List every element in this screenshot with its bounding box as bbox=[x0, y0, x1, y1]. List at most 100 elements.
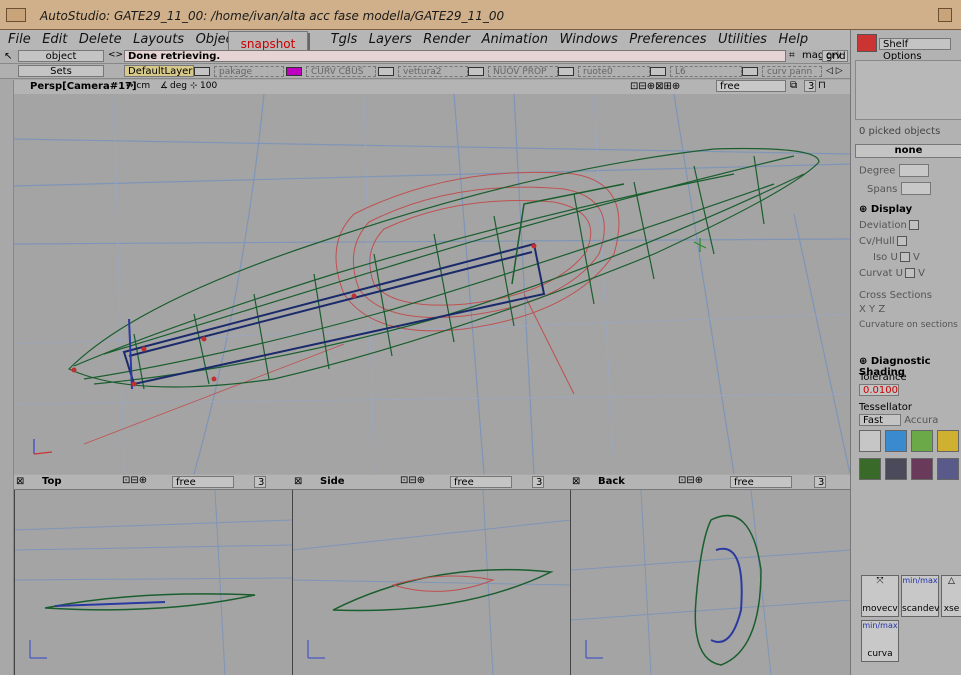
viewport-count[interactable]: 3 bbox=[804, 80, 816, 92]
pane-close-icon[interactable]: ⊠ bbox=[294, 476, 303, 487]
minimize-button[interactable] bbox=[938, 8, 952, 22]
pane-tools-icon[interactable]: ⊡⊟⊕ bbox=[678, 475, 704, 486]
layer-swatch[interactable] bbox=[650, 67, 666, 76]
pane-header-side: ⊠ Side ⊡⊟⊕ free 3 bbox=[292, 475, 570, 490]
sets-button[interactable]: Sets bbox=[18, 65, 104, 77]
mag-icon[interactable]: ⌗ bbox=[789, 50, 795, 61]
menu-utilities[interactable]: Utilities bbox=[718, 32, 767, 47]
maximize-icon[interactable]: ⊓ bbox=[818, 80, 826, 91]
layer-curv-cbus[interactable]: CURV CBUS bbox=[306, 66, 376, 77]
grid-button[interactable]: grid bbox=[822, 50, 848, 62]
layer-swatch[interactable] bbox=[558, 67, 574, 76]
menu-edit[interactable]: Edit bbox=[42, 32, 68, 47]
diag-expand-icon[interactable]: ⊕ bbox=[859, 356, 868, 367]
layer-scroll[interactable]: ◁ ▷ bbox=[826, 66, 843, 76]
curvature-sections-label: Curvature on sections bbox=[859, 320, 958, 330]
viewport-layout-icon[interactable]: ⧉ bbox=[790, 80, 798, 91]
layer-swatch[interactable] bbox=[194, 67, 210, 76]
shade-stripe-icon[interactable] bbox=[885, 458, 907, 480]
menu-layers[interactable]: Layers bbox=[368, 32, 412, 47]
shelf-icon[interactable] bbox=[857, 34, 877, 52]
scandev-tool[interactable]: min/max scandev bbox=[901, 575, 939, 617]
menu-render[interactable]: Render bbox=[423, 32, 471, 47]
camera-mode[interactable]: free bbox=[716, 80, 786, 92]
mag-button[interactable]: mag bbox=[802, 50, 825, 61]
iso-u-toggle[interactable] bbox=[899, 252, 910, 262]
pane-tools-icon[interactable]: ⊡⊟⊕ bbox=[400, 475, 426, 486]
shade-extra-icon[interactable] bbox=[937, 458, 959, 480]
shade-star-icon[interactable] bbox=[859, 458, 881, 480]
menu-animation[interactable]: Animation bbox=[481, 32, 548, 47]
layer-swatch[interactable] bbox=[468, 67, 484, 76]
pane-title: Back bbox=[598, 476, 625, 487]
pane-count[interactable]: 3 bbox=[254, 476, 266, 488]
perspective-viewport[interactable] bbox=[14, 94, 850, 474]
menu-file[interactable]: File bbox=[8, 32, 31, 47]
shade-multicolor-icon[interactable] bbox=[911, 430, 933, 452]
degree-label: Degree bbox=[859, 165, 896, 177]
status-row: ↖ object <> Done retrieving. ⌗ mag grid bbox=[0, 50, 850, 64]
tolerance-field[interactable]: 0.0100 bbox=[859, 384, 899, 396]
layer-swatch[interactable] bbox=[742, 67, 758, 76]
layer-vettura2[interactable]: vettura2 bbox=[398, 66, 468, 77]
back-viewport[interactable] bbox=[570, 490, 850, 675]
degree-field[interactable] bbox=[898, 164, 929, 177]
pane-count[interactable]: 3 bbox=[532, 476, 544, 488]
deviation-toggle[interactable] bbox=[908, 220, 919, 230]
layer-ruote0[interactable]: ruote0 bbox=[578, 66, 650, 77]
spans-field[interactable] bbox=[900, 182, 931, 195]
pane-count[interactable]: 3 bbox=[814, 476, 826, 488]
curvat-u-toggle[interactable] bbox=[904, 268, 915, 278]
side-viewport[interactable] bbox=[292, 490, 570, 675]
spans-label: Spans bbox=[867, 183, 898, 195]
layer-nuov-prop[interactable]: NUOV PROP bbox=[488, 66, 558, 77]
display-expand-icon[interactable]: ⊕ bbox=[859, 204, 868, 215]
shade-blue-icon[interactable] bbox=[885, 430, 907, 452]
viewport-name: Persp[Camera#17] bbox=[30, 81, 137, 92]
side-view-drawing bbox=[293, 490, 570, 675]
cvhull-label: Cv/Hull bbox=[859, 236, 895, 247]
curva-tool[interactable]: min/max curva bbox=[861, 620, 899, 662]
fast-radio[interactable]: Fast bbox=[859, 414, 901, 426]
cross-sections-label: Cross Sections bbox=[859, 290, 932, 301]
menu-help[interactable]: Help bbox=[778, 32, 809, 47]
pane-close-icon[interactable]: ⊠ bbox=[572, 476, 581, 487]
crv-button[interactable]: crv bbox=[826, 50, 842, 61]
cvhull-toggle[interactable] bbox=[896, 236, 907, 246]
pane-tools-icon[interactable]: ⊡⊟⊕ bbox=[122, 475, 148, 486]
layer-swatch[interactable] bbox=[378, 67, 394, 76]
xse-tool[interactable]: △ xse bbox=[941, 575, 961, 617]
layer-l6[interactable]: L6 bbox=[670, 66, 742, 77]
menu-windows[interactable]: Windows bbox=[559, 32, 618, 47]
mode-toggle[interactable]: <> bbox=[108, 50, 124, 60]
menu-tgls[interactable]: Tgls bbox=[330, 32, 358, 47]
shelf-options-button[interactable]: Shelf Options bbox=[879, 38, 951, 62]
angle-icon: ∡ bbox=[160, 81, 169, 91]
layer-swatch[interactable] bbox=[286, 67, 302, 76]
layer-pakage[interactable]: pakage bbox=[214, 66, 284, 77]
top-viewport[interactable] bbox=[14, 490, 292, 675]
shade-mesh-icon[interactable] bbox=[859, 430, 881, 452]
movecv-tool[interactable]: ⤧ movecv bbox=[861, 575, 899, 617]
selection-name: none bbox=[855, 144, 961, 158]
pane-mode[interactable]: free bbox=[450, 476, 512, 488]
shade-yellow-icon[interactable] bbox=[937, 430, 959, 452]
menu-preferences[interactable]: Preferences bbox=[629, 32, 707, 47]
layer-default[interactable]: DefaultLayer bbox=[124, 65, 194, 77]
mode-field[interactable]: object bbox=[18, 50, 104, 62]
menu-layouts[interactable]: Layouts bbox=[133, 32, 185, 47]
accurate-radio[interactable]: Accura bbox=[904, 415, 939, 426]
layer-curv-pann[interactable]: curv pann bbox=[762, 66, 822, 77]
diag-shading-title: Diagnostic Shading bbox=[859, 356, 931, 378]
scandev-icon: min/max bbox=[902, 576, 938, 585]
pane-mode[interactable]: free bbox=[730, 476, 792, 488]
pane-mode[interactable]: free bbox=[172, 476, 234, 488]
menu-delete[interactable]: Delete bbox=[78, 32, 122, 47]
display-section-title: Display bbox=[870, 204, 913, 215]
shade-purple-icon[interactable] bbox=[911, 458, 933, 480]
green-body bbox=[67, 147, 820, 390]
curvat-v-label: V bbox=[918, 268, 925, 279]
window-menu-button[interactable] bbox=[6, 8, 26, 22]
camera-tools-icon[interactable]: ⊡⊟⊕⊠⊞⊕ bbox=[630, 81, 681, 92]
pane-close-icon[interactable]: ⊠ bbox=[16, 476, 25, 487]
